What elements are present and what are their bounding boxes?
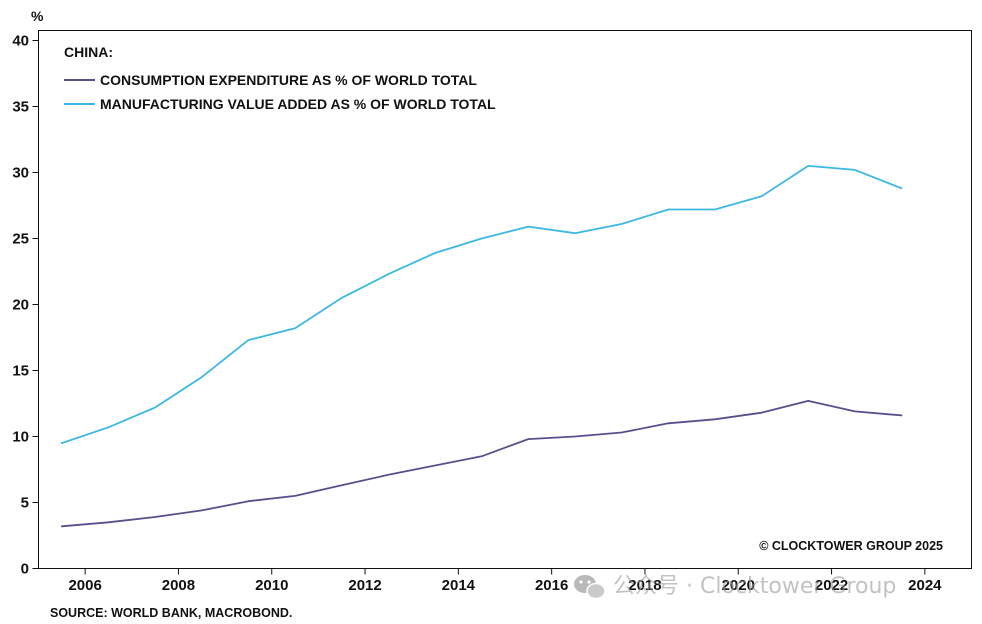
y-tick-label: 5 <box>21 495 29 512</box>
y-tick-label: 15 <box>12 363 29 380</box>
y-tick-label: 0 <box>21 561 29 578</box>
y-axis: 0 5 10 15 20 25 30 35 40 <box>12 33 39 578</box>
x-tick-label: 2008 <box>162 577 195 594</box>
x-tick-label: 2006 <box>68 577 101 594</box>
x-tick-label: 2022 <box>815 577 848 594</box>
x-tick-label: 2020 <box>722 577 755 594</box>
y-tick-label: 40 <box>12 33 29 50</box>
x-tick-label: 2024 <box>908 577 942 594</box>
legend-label-manufacturing: MANUFACTURING VALUE ADDED AS % OF WORLD … <box>100 96 496 112</box>
wechat-icon <box>574 575 606 600</box>
source-note: SOURCE: WORLD BANK, MACROBOND. <box>50 606 292 620</box>
y-unit-label: % <box>31 8 44 24</box>
y-tick-label: 20 <box>12 297 29 314</box>
y-tick-label: 10 <box>12 429 29 446</box>
y-tick-label: 35 <box>12 99 29 116</box>
x-tick-label: 2016 <box>535 577 568 594</box>
legend-label-consumption: CONSUMPTION EXPENDITURE AS % OF WORLD TO… <box>100 72 477 88</box>
x-tick-label: 2010 <box>255 577 288 594</box>
series-line-consumption <box>60 399 903 528</box>
legend-title: CHINA: <box>64 44 113 60</box>
y-tick-label: 25 <box>12 231 29 248</box>
copyright-note: © CLOCKTOWER GROUP 2025 <box>759 539 943 553</box>
y-tick-label: 30 <box>12 165 29 182</box>
series-line-manufacturing <box>60 164 903 445</box>
watermark: 公众号 · Clocktower Group <box>574 574 896 600</box>
watermark-text: 公众号 · Clocktower Group <box>613 574 896 599</box>
plot-area-frame <box>38 30 972 569</box>
x-axis: 2006 2008 2010 2012 2014 2016 2018 2020 2022 2024 <box>68 568 942 594</box>
x-tick-label: 2012 <box>348 577 381 594</box>
legend: CHINA: CONSUMPTION EXPENDITURE AS % OF W… <box>64 44 496 112</box>
x-tick-label: 2018 <box>628 577 661 594</box>
x-tick-label: 2014 <box>442 577 476 594</box>
series-layer <box>60 164 903 528</box>
